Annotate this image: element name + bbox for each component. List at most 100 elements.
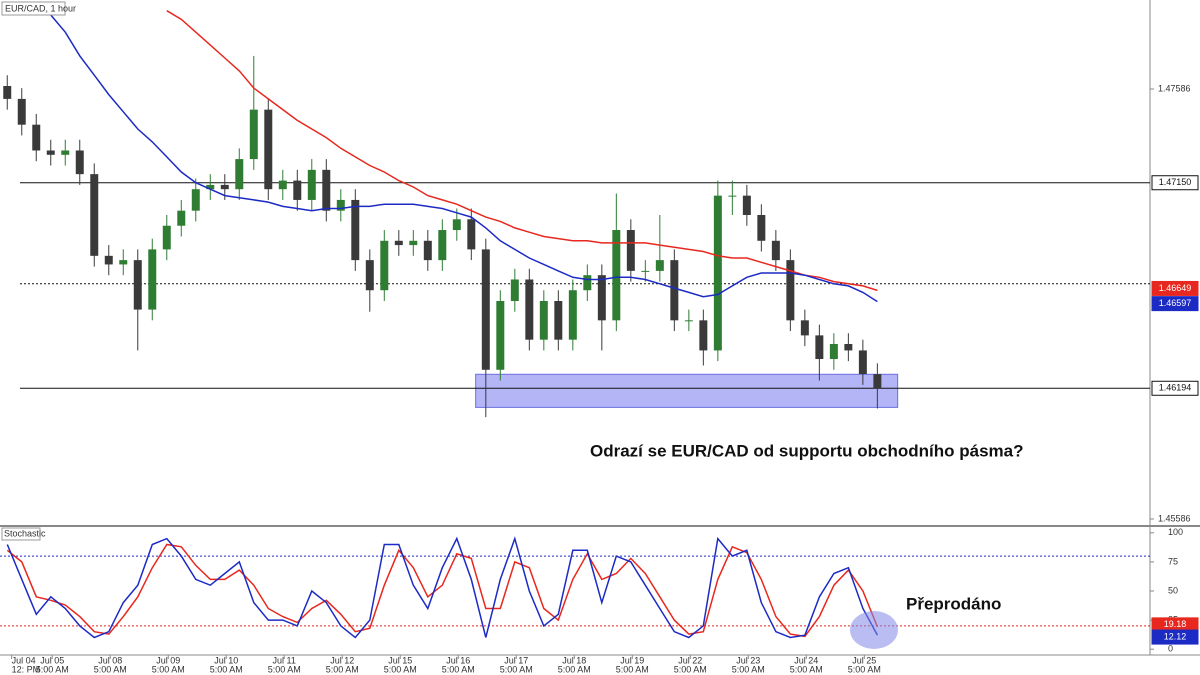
candle-body — [61, 150, 70, 155]
candle-body — [119, 260, 128, 265]
x-tick-sublabel: 5:00 AM — [732, 664, 765, 674]
series-line — [166, 10, 878, 292]
x-tick-sublabel: 5:00 AM — [36, 664, 69, 674]
price-tag — [1151, 380, 1199, 396]
candle-body — [307, 169, 316, 200]
title-box — [1, 1, 66, 16]
price-tag-label: 12.12 — [1164, 631, 1187, 641]
candle-body — [380, 240, 389, 291]
pane-title: Stochastic — [4, 528, 46, 538]
x-tick-sublabel: 5:00 AM — [268, 664, 301, 674]
candle-body — [829, 343, 838, 360]
price-tag — [1151, 296, 1199, 312]
candle-body — [322, 169, 331, 211]
candle-body — [771, 240, 780, 261]
candle-body — [191, 189, 200, 211]
price-tag-label: 1.47150 — [1159, 177, 1192, 187]
candle-body — [46, 150, 55, 155]
candle-body — [583, 275, 592, 291]
candle-body — [133, 260, 142, 310]
y-tick-label: 100 — [1168, 527, 1183, 537]
x-tick-sublabel: 5:00 AM — [384, 664, 417, 674]
candle-body — [510, 279, 519, 301]
x-tick-label: Jul 18 — [562, 655, 586, 665]
candle-body — [597, 275, 606, 321]
x-tick-label: Jul 16 — [446, 655, 470, 665]
candle-body — [713, 195, 722, 351]
x-tick-sublabel: 5:00 AM — [674, 664, 707, 674]
candle-body — [394, 240, 403, 246]
candle-body — [278, 180, 287, 190]
candle-body — [365, 260, 374, 291]
price-tag-label: 1.46194 — [1159, 383, 1192, 393]
candle-body — [670, 260, 679, 321]
candle-body — [104, 255, 113, 265]
x-tick-label: Jul 24 — [794, 655, 818, 665]
x-tick-label: Jul 04 — [12, 655, 36, 665]
x-tick-sublabel: 5:00 AM — [848, 664, 881, 674]
candle-body — [264, 109, 273, 190]
price-tag-label: 1.46597 — [1159, 298, 1192, 308]
candle-body — [293, 180, 302, 200]
annotation: Přeprodáno — [906, 594, 1001, 613]
candle-body — [786, 260, 795, 321]
x-tick-label: Jul 11 — [273, 655, 296, 665]
candle-body — [641, 270, 650, 272]
candle-body — [626, 230, 635, 271]
x-tick-label: Jul 19 — [620, 655, 644, 665]
candle-body — [800, 320, 809, 336]
x-tick-sublabel: 5:00 AM — [326, 664, 359, 674]
candle-body — [757, 214, 766, 241]
pane-title-box — [1, 527, 41, 541]
x-tick-sublabel: 5:00 AM — [558, 664, 591, 674]
x-tick-label: Jul 25 — [852, 655, 876, 665]
candle-body — [452, 219, 461, 231]
price-tag — [1151, 175, 1199, 191]
x-tick-label: Jul 08 — [98, 655, 122, 665]
highlight-circle — [850, 611, 898, 649]
x-tick-sublabel: 5:00 AM — [442, 664, 475, 674]
candle-body — [162, 225, 171, 250]
candle-body — [148, 249, 157, 310]
candle-body — [612, 230, 621, 321]
x-tick-label: Jul 10 — [214, 655, 238, 665]
x-tick-sublabel: 5:00 AM — [790, 664, 823, 674]
y-tick-label: 1.45586 — [1158, 513, 1191, 523]
x-tick-sublabel: 5:00 AM — [616, 664, 649, 674]
candle-body — [684, 320, 693, 322]
price-tag — [1151, 280, 1199, 296]
candle-body — [525, 279, 534, 340]
candle-body — [554, 300, 563, 340]
series-line — [6, 536, 879, 639]
x-tick-label: Jul 23 — [736, 655, 760, 665]
candle-body — [351, 199, 360, 261]
candle-body — [858, 350, 867, 375]
candle-body — [873, 374, 882, 389]
x-tick-label: Jul 12 — [330, 655, 354, 665]
candle-body — [206, 184, 215, 190]
x-tick-sublabel: 5:00 AM — [210, 664, 243, 674]
x-tick-label: Jul 15 — [388, 655, 412, 665]
candle-body — [249, 109, 258, 160]
y-tick-label: 50 — [1168, 585, 1178, 595]
candle-body — [699, 320, 708, 351]
series-line — [50, 14, 878, 303]
price-tag-label: 1.46649 — [1159, 283, 1192, 293]
y-tick-label: 0 — [1168, 644, 1173, 654]
x-tick-sublabel: 5:00 AM — [152, 664, 185, 674]
candle-body — [742, 195, 751, 215]
x-tick-label: Jul 22 — [678, 655, 702, 665]
candle-body — [467, 219, 476, 250]
annotation: Odrazí se EUR/CAD od supportu obchodního… — [590, 441, 1024, 460]
candle-body — [438, 230, 447, 261]
price-tag-label: 19.18 — [1164, 619, 1187, 629]
x-tick-label: Jul 09 — [156, 655, 180, 665]
candle-body — [177, 210, 186, 226]
candle-body — [220, 184, 229, 190]
candle-body — [336, 199, 345, 211]
candle-body — [32, 124, 41, 151]
candle-body — [539, 300, 548, 340]
x-tick-sublabel: 5:00 AM — [94, 664, 127, 674]
